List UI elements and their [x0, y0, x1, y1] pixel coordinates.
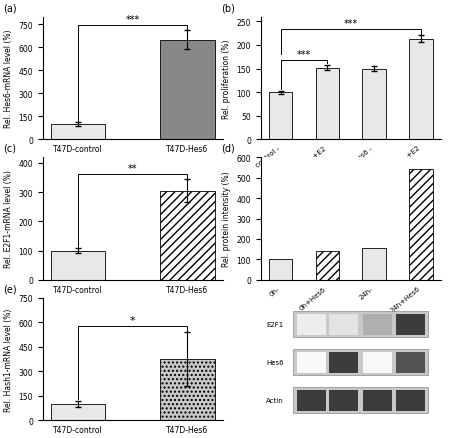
- Text: **: **: [128, 163, 137, 173]
- Bar: [396, 314, 425, 336]
- Bar: [329, 314, 358, 336]
- Text: Actin: Actin: [266, 397, 284, 403]
- Bar: [293, 387, 428, 413]
- Bar: [364, 390, 392, 411]
- Text: Hes6: Hes6: [266, 360, 284, 366]
- Y-axis label: Rel. proliferation (%): Rel. proliferation (%): [222, 39, 231, 119]
- Bar: [160, 359, 215, 420]
- Bar: [51, 404, 105, 420]
- Bar: [316, 68, 339, 140]
- Y-axis label: Rel. Hash1-mRNA level (%): Rel. Hash1-mRNA level (%): [4, 307, 13, 411]
- Bar: [51, 125, 105, 140]
- Bar: [160, 191, 215, 280]
- Text: E2F1: E2F1: [267, 321, 284, 328]
- Bar: [396, 352, 425, 373]
- Bar: [269, 93, 292, 140]
- Y-axis label: Rel. E2F1-mRNA level (%): Rel. E2F1-mRNA level (%): [4, 170, 13, 268]
- Bar: [293, 350, 428, 375]
- Bar: [297, 390, 326, 411]
- Text: (d): (d): [221, 144, 235, 154]
- Bar: [293, 312, 428, 338]
- Text: (e): (e): [3, 284, 17, 294]
- Bar: [316, 252, 339, 280]
- Bar: [297, 352, 326, 373]
- Bar: [364, 314, 392, 336]
- Bar: [363, 249, 386, 280]
- Bar: [269, 260, 292, 280]
- Text: (a): (a): [3, 4, 17, 14]
- Bar: [363, 69, 386, 140]
- Bar: [396, 390, 425, 411]
- Bar: [409, 170, 433, 280]
- Bar: [409, 40, 433, 140]
- Text: (c): (c): [3, 144, 16, 154]
- Text: ***: ***: [344, 19, 358, 29]
- Bar: [160, 40, 215, 140]
- Bar: [297, 314, 326, 336]
- Bar: [364, 352, 392, 373]
- Y-axis label: Rel. Hes6-mRNA level (%): Rel. Hes6-mRNA level (%): [4, 30, 13, 128]
- Bar: [329, 352, 358, 373]
- Text: *: *: [130, 315, 136, 325]
- Text: ***: ***: [126, 15, 140, 25]
- Text: ***: ***: [297, 50, 311, 60]
- Bar: [329, 390, 358, 411]
- Text: (b): (b): [221, 4, 235, 14]
- Y-axis label: Rel. protein intensity (%): Rel. protein intensity (%): [222, 171, 231, 267]
- Bar: [51, 251, 105, 280]
